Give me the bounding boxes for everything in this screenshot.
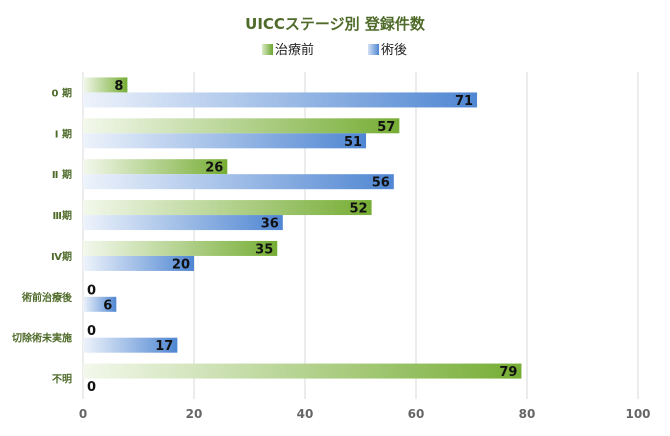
data-label: 57 [377, 120, 395, 135]
data-label: 0 [87, 380, 96, 395]
bar [83, 363, 522, 379]
data-label: 79 [499, 365, 517, 380]
x-tick-label: 100 [625, 407, 650, 421]
category-label: Ⅲ期 [53, 209, 72, 222]
category-label: 切除術未実施 [12, 332, 72, 345]
bar [83, 255, 194, 271]
x-tick-label: 20 [186, 407, 203, 421]
legend-swatch [262, 44, 273, 55]
legend-swatch [368, 44, 379, 55]
bar [83, 337, 178, 353]
data-label: 26 [205, 161, 223, 176]
data-label: 0 [87, 283, 96, 298]
bar [83, 77, 128, 93]
x-tick-label: 80 [519, 407, 536, 421]
legend-label: 術後 [381, 43, 407, 58]
chart-title: UICCステージ別 登録件数 [245, 15, 426, 33]
bar [83, 200, 372, 216]
data-label: 56 [372, 176, 390, 191]
data-label: 51 [344, 135, 362, 150]
bars [83, 77, 522, 379]
x-tick-label: 60 [408, 407, 425, 421]
data-label: 6 [103, 298, 112, 313]
category-label: 術前治療後 [21, 291, 73, 304]
data-label: 36 [261, 217, 279, 232]
category-label: 0 期 [52, 86, 72, 99]
data-label: 35 [255, 242, 273, 257]
bar [83, 133, 367, 149]
x-tick-labels: 0 20 40 60 80 100 [79, 407, 651, 421]
bar [83, 92, 478, 108]
bar [83, 174, 394, 190]
category-label: Ⅰ 期 [55, 127, 72, 140]
data-label: 17 [155, 339, 173, 354]
category-label: Ⅳ期 [51, 250, 72, 263]
bar [83, 215, 283, 231]
legend: 治療前 術後 [262, 42, 407, 58]
data-label: 71 [455, 94, 473, 109]
category-label: 不明 [52, 374, 72, 386]
x-tick-label: 0 [79, 407, 87, 421]
x-tick-label: 40 [297, 407, 314, 421]
category-label: Ⅱ 期 [52, 168, 72, 181]
legend-label: 治療前 [275, 42, 314, 58]
data-label: 52 [350, 202, 368, 217]
bar [83, 240, 278, 256]
data-label: 20 [172, 257, 190, 272]
data-label: 0 [87, 324, 96, 339]
bar [83, 118, 400, 134]
data-label: 8 [114, 79, 123, 94]
bar [83, 296, 117, 312]
bar [83, 159, 228, 175]
